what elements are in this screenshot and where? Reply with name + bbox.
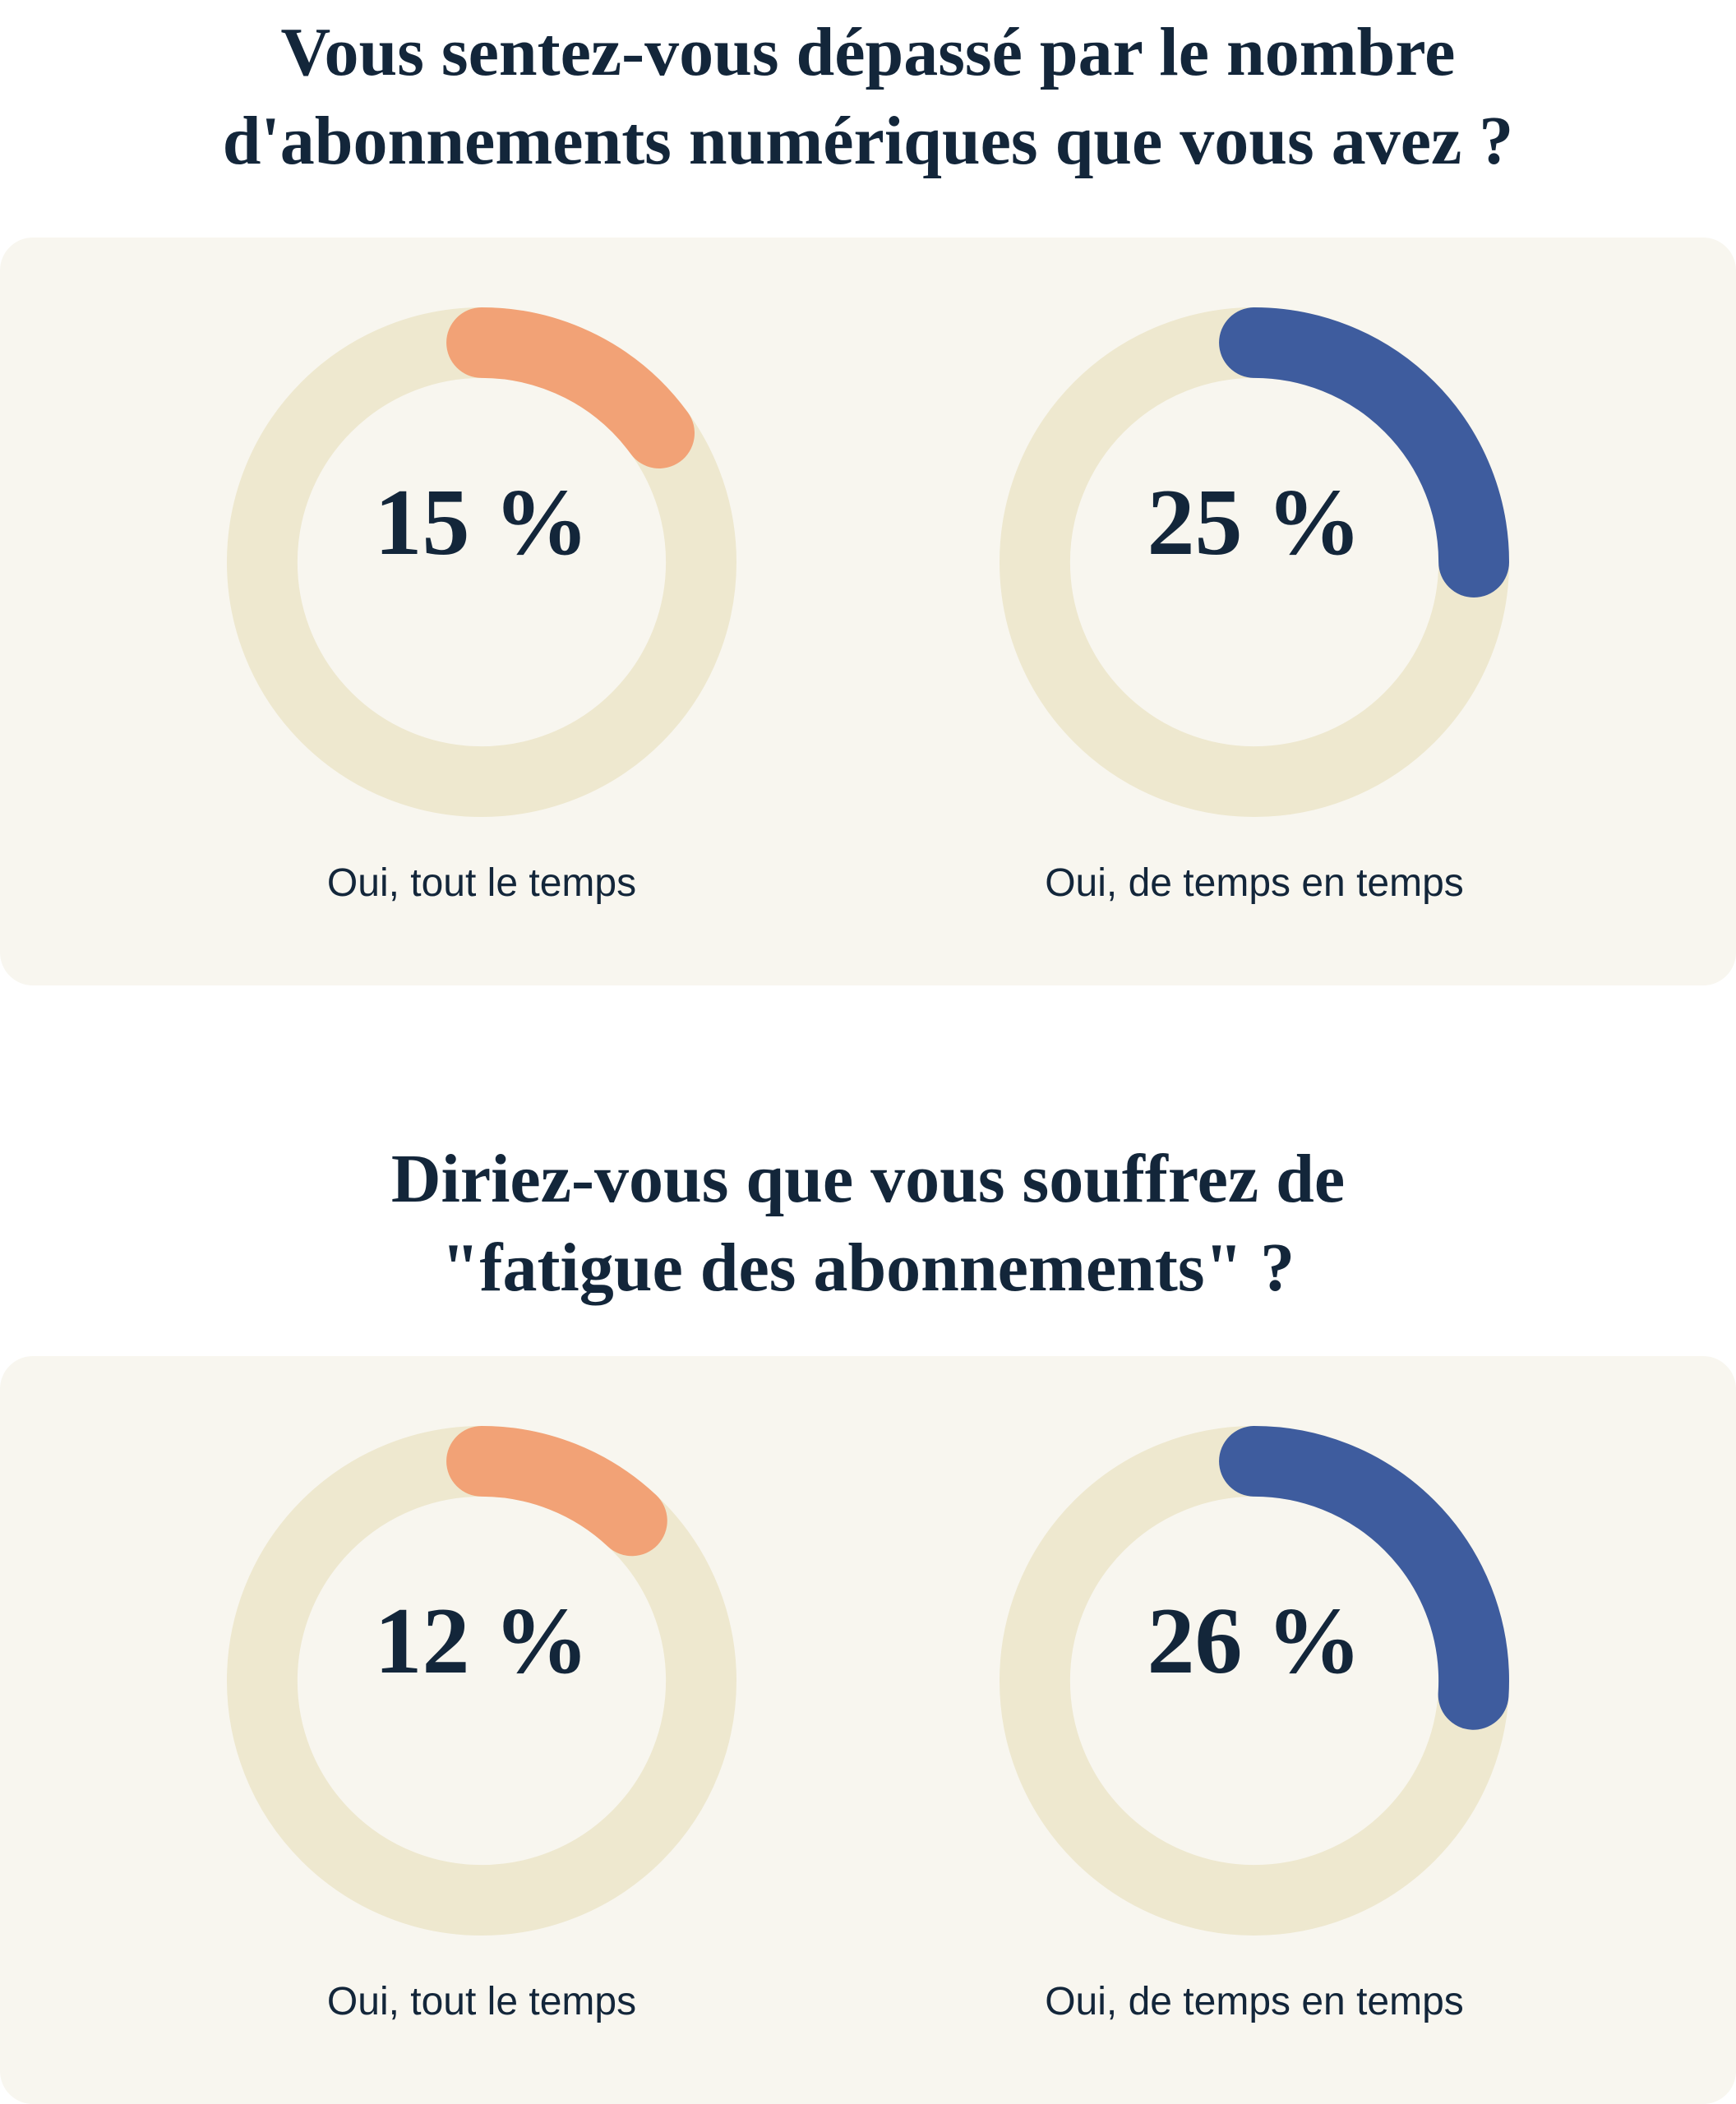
title-line: d'abonnements numériques que vous avez ? bbox=[222, 102, 1514, 179]
donut-caption: Oui, tout le temps bbox=[326, 861, 637, 906]
donut-chart-q2-sometimes: 26 % Oui, de temps en temps bbox=[1000, 1426, 1509, 2026]
donut-ring: 12 % bbox=[227, 1426, 736, 1936]
donut-arc-circle bbox=[227, 1426, 736, 1936]
donut-svg bbox=[1000, 307, 1509, 818]
question-section-2: Diriez-vous que vous souffrez de "fatigu… bbox=[0, 1135, 1736, 2104]
chart-panel-2: 12 % Oui, tout le temps 26 % Oui, de tem… bbox=[0, 1356, 1736, 2104]
question-section-1: Vous sentez-vous dépassé par le nombre d… bbox=[0, 0, 1736, 986]
title-line: Vous sentez-vous dépassé par le nombre bbox=[280, 14, 1456, 90]
donut-ring: 25 % bbox=[1000, 307, 1509, 818]
donut-chart-q1-always: 15 % Oui, tout le temps bbox=[227, 307, 736, 907]
donut-arc-circle bbox=[227, 307, 736, 818]
question-title-2: Diriez-vous que vous souffrez de "fatigu… bbox=[0, 1135, 1736, 1312]
title-line: "fatigue des abonnements" ? bbox=[441, 1229, 1295, 1306]
donut-ring: 26 % bbox=[1000, 1426, 1509, 1936]
question-title-1: Vous sentez-vous dépassé par le nombre d… bbox=[0, 0, 1736, 185]
title-line: Diriez-vous que vous souffrez de bbox=[390, 1141, 1346, 1218]
donut-arc-circle bbox=[1000, 307, 1509, 818]
donut-chart-q1-sometimes: 25 % Oui, de temps en temps bbox=[1000, 307, 1509, 907]
donut-chart-q2-always: 12 % Oui, tout le temps bbox=[227, 1426, 736, 2026]
donut-arc-circle bbox=[1000, 1426, 1509, 1936]
donut-svg bbox=[1000, 1426, 1509, 1936]
donut-ring: 15 % bbox=[227, 307, 736, 818]
donut-caption: Oui, de temps en temps bbox=[1045, 861, 1464, 906]
donut-caption: Oui, tout le temps bbox=[326, 1980, 637, 2024]
donut-svg bbox=[227, 307, 736, 818]
donut-svg bbox=[227, 1426, 736, 1936]
donut-caption: Oui, de temps en temps bbox=[1045, 1980, 1464, 2024]
chart-panel-1: 15 % Oui, tout le temps 25 % Oui, de tem… bbox=[0, 238, 1736, 986]
